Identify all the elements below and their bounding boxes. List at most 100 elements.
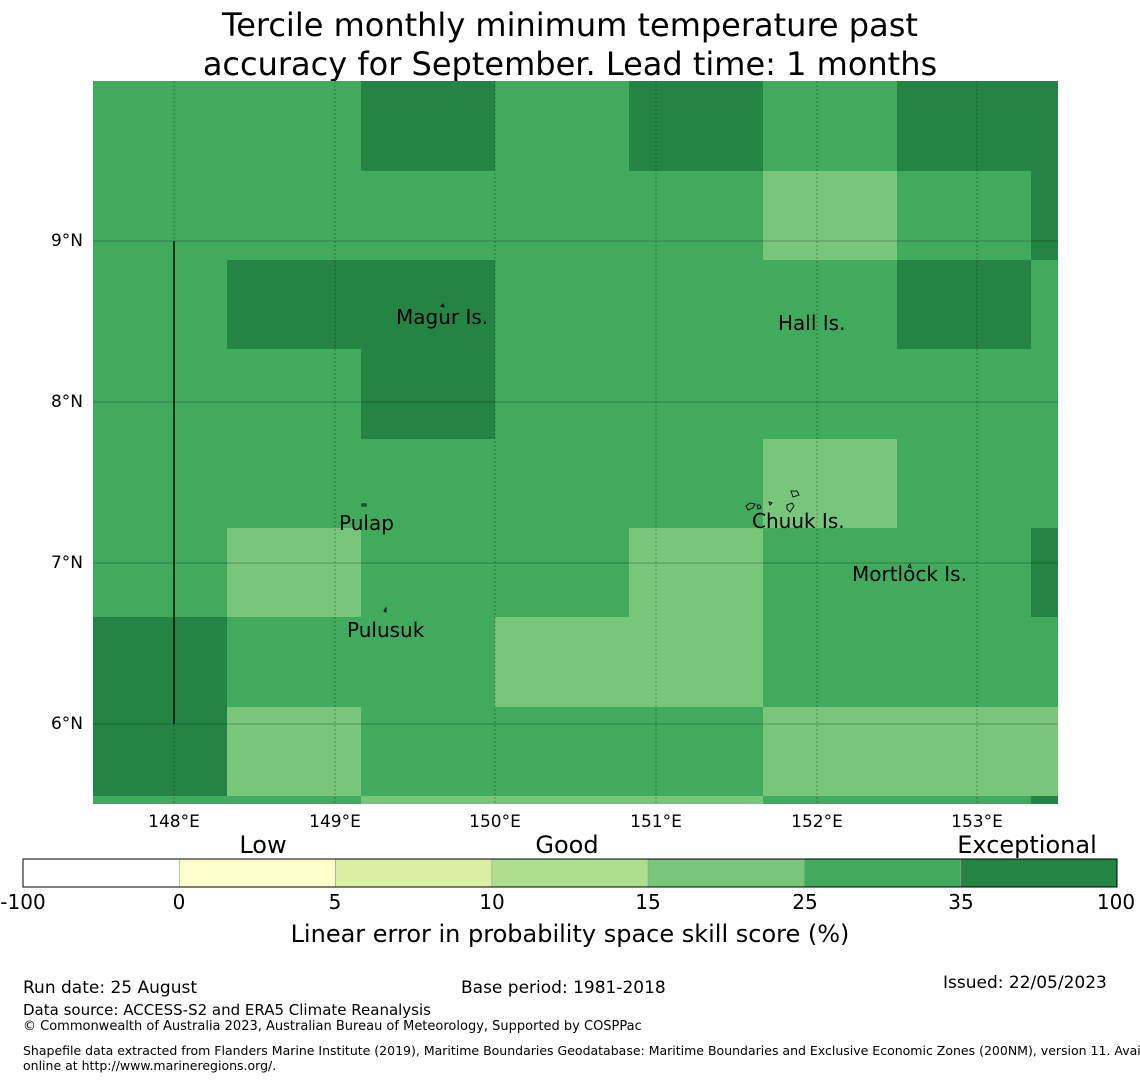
chart-title-line-2: accuracy for September. Lead time: 1 mon…	[202, 45, 938, 83]
base-period: Base period: 1981-2018	[461, 978, 666, 998]
graticule	[93, 81, 1058, 804]
grid-cell	[897, 439, 1031, 528]
colorbar-segment	[335, 858, 493, 888]
grid-cell	[1031, 528, 1058, 617]
grid-cell	[495, 439, 629, 528]
lat-tick-7n: 7°N	[50, 553, 83, 573]
grid-cell	[361, 81, 495, 171]
place-label-pulap: Pulap	[339, 511, 394, 535]
colorbar-segment	[647, 858, 805, 888]
shapefile-credit-line-2: online at http://www.marineregions.org/.	[23, 1058, 277, 1073]
grid-cell	[629, 796, 763, 804]
grid-cell	[361, 439, 495, 528]
grid-cell	[227, 81, 361, 171]
lon-tick-151e: 151°E	[630, 812, 682, 832]
grid-cell	[495, 528, 629, 617]
grid-cell	[93, 260, 227, 349]
island-chuuk-lagoon-3	[768, 501, 773, 506]
place-label-pulusuk: Pulusuk	[347, 618, 425, 642]
grid-cell	[1031, 349, 1058, 439]
place-label-hall: Hall Is.	[778, 311, 846, 335]
chart-title-line-1: Tercile monthly minimum temperature past	[222, 6, 918, 44]
grid-cell	[897, 171, 1031, 260]
colorbar-tick: 25	[792, 890, 818, 914]
grid-cell	[1031, 796, 1058, 804]
island-outlines	[361, 303, 912, 613]
grid-cell	[93, 349, 227, 439]
grid-cell	[629, 81, 763, 171]
grid-cell	[763, 439, 897, 528]
colorbar-segment	[804, 858, 962, 888]
grid-cell	[495, 707, 629, 796]
colorbar-tick: 5	[328, 890, 342, 914]
lon-tick-152e: 152°E	[791, 812, 843, 832]
grid-cell	[495, 171, 629, 260]
colorbar-category-low: Low	[239, 831, 287, 859]
colorbar-segment	[22, 858, 180, 888]
grid-cell	[227, 349, 361, 439]
colorbar-tick: 100	[1096, 890, 1136, 914]
lat-tick-9n: 9°N	[50, 231, 83, 251]
grid-cell	[1031, 260, 1058, 349]
grid-cell	[1031, 707, 1058, 796]
grid-cell	[495, 796, 629, 804]
colorbar-segment	[491, 858, 649, 888]
place-label-chuuk: Chuuk Is.	[752, 509, 845, 533]
grid-cell	[629, 617, 763, 707]
grid-cell	[629, 528, 763, 617]
lon-tick-149e: 149°E	[309, 812, 361, 832]
colorbar-label: Linear error in probability space skill …	[290, 920, 850, 948]
grid-cell	[227, 260, 361, 349]
grid-cell	[495, 81, 629, 171]
grid-cell	[629, 349, 763, 439]
island-pulap	[361, 503, 367, 507]
grid-cell	[897, 349, 1031, 439]
grid-cell	[629, 439, 763, 528]
grid-cell	[361, 617, 495, 707]
grid-cell	[495, 349, 629, 439]
grid-cell	[763, 81, 897, 171]
island-magur	[440, 303, 445, 308]
grid-cell	[763, 796, 897, 804]
colorbar-category-good: Good	[535, 831, 599, 859]
lon-tick-153e: 153°E	[951, 812, 1003, 832]
grid-cell	[227, 617, 361, 707]
colorbar-tick: 35	[948, 890, 974, 914]
lon-tick-150e: 150°E	[469, 812, 521, 832]
grid-cell	[93, 439, 227, 528]
colorbar-tick: 10	[479, 890, 505, 914]
grid-cell	[361, 796, 495, 804]
grid-cell	[227, 528, 361, 617]
lat-tick-6n: 6°N	[50, 714, 83, 734]
grid-cell	[361, 260, 495, 349]
grid-cell	[897, 796, 1031, 804]
colorbar-outline	[22, 858, 1118, 888]
grid-cell	[361, 349, 495, 439]
grid-cell	[93, 171, 227, 260]
grid-cell	[93, 81, 227, 171]
island-chuuk-lagoon-1	[745, 502, 756, 511]
place-label-magur: Magur Is.	[396, 305, 489, 329]
issued-date: Issued: 22/05/2023	[943, 973, 1107, 993]
grid-cell	[495, 617, 629, 707]
island-chuuk-lagoon-4	[786, 502, 795, 513]
grid-cell	[361, 528, 495, 617]
colorbar-tick: -100	[0, 890, 46, 914]
grid-cell	[763, 349, 897, 439]
grid-cell	[629, 707, 763, 796]
grid-cell	[1031, 171, 1058, 260]
grid-cell	[897, 260, 1031, 349]
shapefile-credit-line-1: Shapefile data extracted from Flanders M…	[23, 1043, 1140, 1058]
grid-cell	[93, 528, 227, 617]
grid-cell	[227, 171, 361, 260]
grid-cell	[361, 707, 495, 796]
grid-cell	[227, 439, 361, 528]
grid-cell	[629, 171, 763, 260]
colorbar-tick: 0	[172, 890, 186, 914]
grid-cell	[763, 528, 897, 617]
colorbar-segment	[960, 858, 1118, 888]
grid-cell	[763, 707, 897, 796]
island-chuuk-lagoon-2	[756, 504, 762, 510]
colorbar-segment	[178, 858, 336, 888]
